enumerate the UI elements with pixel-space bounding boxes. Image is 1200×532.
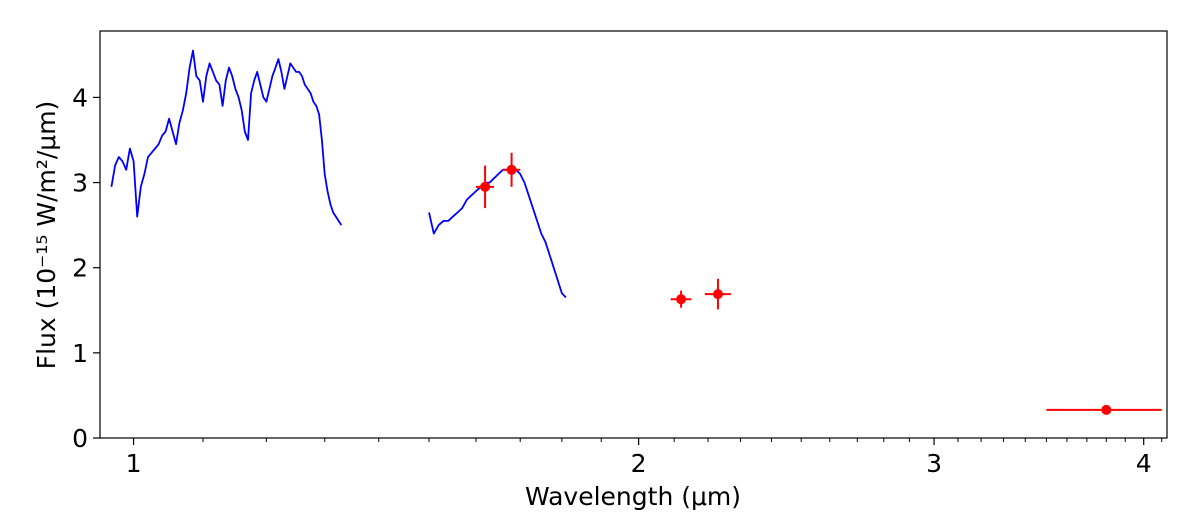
photometry-point bbox=[1101, 404, 1112, 415]
y-tick-label: 4 bbox=[72, 83, 88, 112]
photometry-point bbox=[712, 289, 723, 300]
photometry-point bbox=[676, 294, 687, 305]
axes: 1 2 3 4 0 1 2 3 4 bbox=[72, 30, 1168, 478]
x-tick-label: 3 bbox=[926, 449, 942, 478]
x-tick-label: 2 bbox=[631, 449, 647, 478]
x-axis-label: Wavelength (μm) bbox=[525, 482, 741, 511]
plot-area bbox=[110, 49, 1162, 415]
y-tick-label: 3 bbox=[72, 169, 88, 198]
x-tick-label: 1 bbox=[126, 449, 142, 478]
photometry-point bbox=[480, 181, 491, 192]
y-axis-label: Flux (10⁻¹⁵ W/m²/μm) bbox=[32, 101, 61, 370]
plot-frame bbox=[99, 30, 1168, 439]
photometry-point bbox=[506, 164, 517, 175]
y-tick-label: 1 bbox=[72, 339, 88, 368]
spectrum-line-segment bbox=[110, 49, 343, 226]
y-tick-label: 0 bbox=[72, 424, 88, 453]
spectrum-line-segment bbox=[428, 164, 567, 299]
y-tick-label: 2 bbox=[72, 254, 88, 283]
x-tick-label: 4 bbox=[1136, 449, 1152, 478]
